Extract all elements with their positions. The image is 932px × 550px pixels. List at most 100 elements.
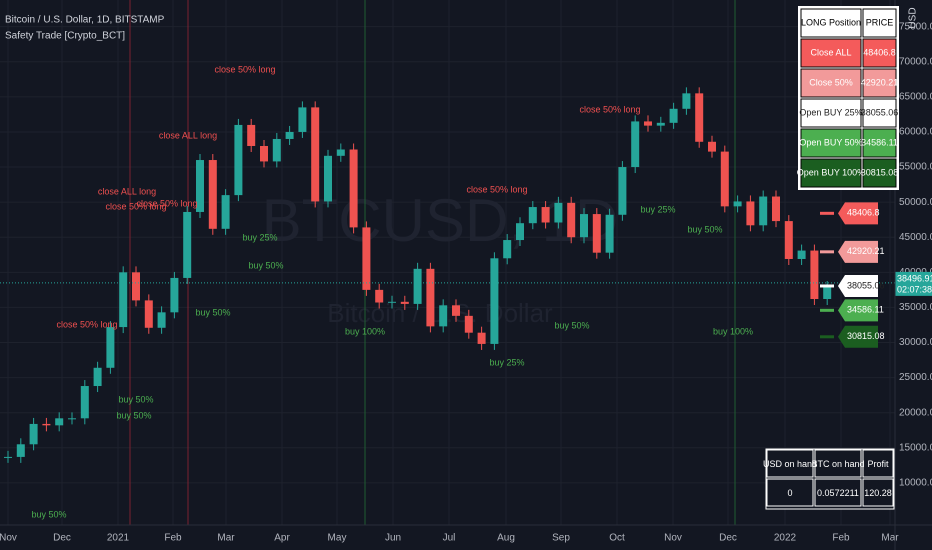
x-tick-label: Sep: [552, 533, 570, 544]
candle: [631, 121, 640, 168]
candle: [618, 167, 627, 215]
candle: [733, 201, 742, 207]
table-cell-text: Close 50%: [809, 77, 853, 87]
table-header-cell: [800, 8, 862, 38]
x-tick-label: Aug: [497, 533, 515, 544]
y-tick-label: 70000.00: [899, 56, 932, 67]
annotation: buy 50%: [195, 307, 230, 317]
table-cell: [800, 38, 862, 68]
x-tick-label: 2022: [774, 533, 797, 544]
level-tag: [838, 274, 878, 297]
candle: [695, 93, 704, 142]
candle: [580, 214, 588, 238]
candle: [592, 214, 601, 253]
level-label: 48406.8: [847, 208, 880, 218]
summary-value: 0: [787, 488, 792, 498]
candle: [183, 211, 192, 278]
table-header-cell: [862, 8, 897, 38]
x-tick-label: Dec: [53, 533, 71, 544]
candle: [106, 327, 115, 368]
candle: [144, 300, 153, 328]
candle: [644, 121, 652, 126]
table-cell: [800, 68, 862, 98]
table-cell-text: 34586.11: [861, 137, 898, 147]
candle: [388, 301, 396, 303]
candle: [4, 456, 12, 458]
x-tick-label: Feb: [832, 533, 850, 544]
table-cell: [862, 68, 897, 98]
summary-value: 0.0572211: [817, 488, 859, 498]
candle: [413, 268, 422, 304]
y-tick-label: 50000.00: [899, 197, 932, 208]
candle: [490, 258, 499, 344]
candle: [797, 250, 806, 259]
annotation: buy 50%: [118, 394, 153, 404]
level-label: 42920.21: [847, 246, 885, 256]
candle: [746, 201, 755, 226]
indicator-title: Safety Trade [Crypto_BCT]: [5, 31, 125, 42]
annotation: buy 25%: [242, 232, 277, 242]
level-label: 34586.11: [847, 305, 884, 315]
y-tick-label: 15000.00: [899, 442, 932, 453]
x-tick-label: Apr: [274, 533, 290, 544]
table-header: LONG Position: [801, 17, 861, 27]
candle: [541, 207, 550, 223]
candle: [516, 223, 524, 241]
candle: [567, 202, 576, 238]
y-tick-label: 20000.00: [899, 407, 932, 418]
price-badge: [895, 271, 932, 296]
summary-cell: [766, 478, 814, 507]
candle: [375, 289, 384, 303]
table-cell-text: Open BUY 25%: [799, 107, 862, 117]
y-tick-label: 45000.00: [899, 232, 932, 243]
candle: [452, 305, 460, 316]
candle: [234, 124, 243, 196]
table-cell-text: 48406.8: [863, 47, 896, 57]
x-tick-label: Mar: [217, 533, 235, 544]
table-cell: [862, 98, 897, 128]
summary-cell: [766, 449, 814, 478]
candle: [823, 287, 832, 299]
candle: [349, 149, 358, 228]
candle: [362, 227, 371, 290]
annotation: close 50% long: [105, 201, 166, 211]
x-tick-label: Mar: [881, 533, 899, 544]
candle: [311, 107, 320, 202]
candle: [221, 195, 230, 229]
x-tick-label: Dec: [719, 533, 737, 544]
annotation: close 50% long: [136, 198, 197, 208]
candle: [55, 418, 64, 426]
table-cell-text: 38055.06: [861, 107, 899, 117]
x-tick-label: Jul: [443, 533, 456, 544]
candle: [605, 214, 614, 253]
candle: [669, 108, 678, 123]
table-cell-text: Close ALL: [810, 47, 851, 57]
candle: [119, 272, 128, 328]
candle: [16, 444, 25, 457]
y-tick-label: 75000.00: [899, 21, 932, 32]
candle: [170, 277, 179, 313]
candle: [426, 268, 435, 327]
x-tick-label: 2021: [107, 533, 130, 544]
summary-cell: [862, 449, 894, 478]
candle: [68, 418, 76, 420]
candle: [285, 131, 294, 139]
annotation: buy 50%: [248, 260, 283, 270]
y-tick-label: 35000.00: [899, 302, 932, 313]
last-price: 38496.91: [897, 273, 932, 283]
candle: [272, 138, 281, 162]
candle: [477, 332, 486, 344]
x-tick-label: Nov: [664, 533, 682, 544]
annotation: buy 25%: [489, 357, 524, 367]
candle: [93, 367, 102, 387]
candle: [80, 386, 89, 419]
candle: [682, 93, 691, 109]
y-tick-label: 10000.00: [899, 478, 932, 489]
summary-header: BTC on hand: [811, 459, 864, 469]
level-label: 38055.06: [847, 280, 885, 290]
annotation: buy 100%: [345, 326, 385, 336]
level-label: 30815.08: [847, 331, 885, 341]
table-cell: [862, 38, 897, 68]
summary-cell: [814, 478, 862, 507]
table-cell-text: 30815.08: [861, 167, 899, 177]
